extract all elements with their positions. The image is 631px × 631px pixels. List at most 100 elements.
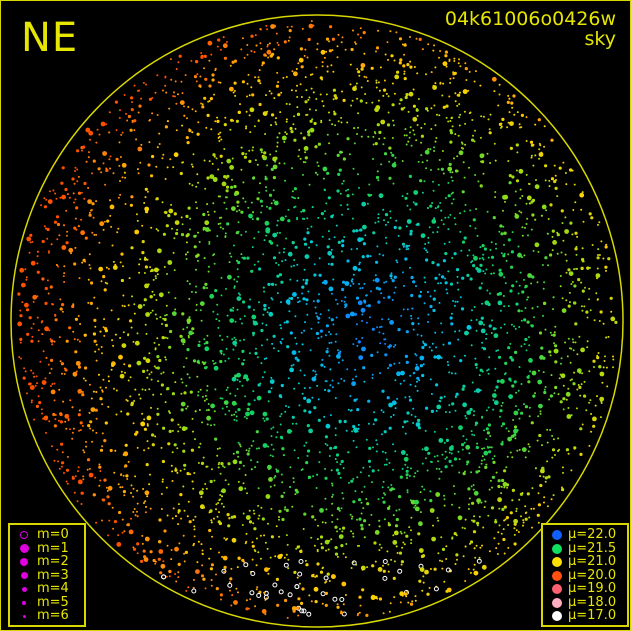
star-point — [240, 48, 243, 51]
star-point — [401, 546, 404, 549]
star-point — [148, 119, 151, 122]
star-point — [155, 165, 158, 168]
star-point — [523, 254, 526, 257]
star-point — [399, 58, 403, 62]
star-point — [47, 363, 50, 366]
star-point — [492, 216, 496, 220]
star-point — [88, 467, 91, 470]
star-point — [45, 198, 48, 201]
star-point — [36, 382, 38, 385]
star-point — [109, 167, 112, 170]
star-point — [401, 242, 406, 246]
star-point — [535, 179, 537, 181]
star-point — [462, 384, 466, 388]
star-point — [133, 400, 136, 402]
star-point — [156, 337, 159, 340]
star-point — [257, 517, 260, 520]
star-point — [368, 523, 371, 526]
star-point — [382, 254, 385, 257]
star-point — [261, 154, 265, 158]
star-point — [304, 156, 308, 160]
star-point — [387, 295, 391, 299]
star-point — [480, 501, 483, 504]
star-point — [251, 246, 254, 249]
star-point — [494, 367, 497, 370]
star-point — [580, 383, 583, 386]
star-point — [503, 276, 506, 279]
star-point — [464, 143, 467, 146]
star-point — [219, 334, 221, 337]
star-point — [206, 423, 209, 426]
star-point — [90, 397, 93, 400]
star-point — [515, 179, 520, 183]
star-point — [297, 614, 300, 617]
star-point — [286, 616, 289, 619]
star-point — [217, 133, 220, 136]
star-point — [132, 495, 135, 498]
star-point — [185, 258, 188, 260]
star-point — [465, 417, 468, 420]
star-point — [167, 442, 171, 446]
star-point — [247, 305, 251, 309]
star-point — [210, 521, 213, 524]
star-point — [337, 471, 341, 475]
star-point — [557, 393, 560, 396]
star-point — [442, 82, 445, 85]
star-point — [142, 488, 145, 490]
star-point — [228, 261, 231, 264]
star-point — [463, 527, 466, 530]
star-point — [125, 398, 128, 401]
star-point — [103, 439, 107, 443]
star-point — [604, 265, 608, 269]
star-point — [540, 214, 543, 217]
star-point — [53, 382, 56, 385]
star-point — [508, 377, 512, 381]
star-point — [356, 97, 359, 100]
star-point — [299, 608, 305, 614]
star-point — [226, 158, 232, 164]
star-point — [406, 219, 412, 224]
star-point — [442, 61, 448, 67]
star-point — [321, 521, 324, 524]
star-point — [195, 201, 197, 204]
star-point — [412, 129, 415, 132]
star-point — [497, 300, 503, 306]
star-point — [537, 492, 540, 495]
star-point — [90, 209, 93, 211]
star-point — [58, 467, 61, 470]
star-point — [567, 268, 571, 272]
star-point — [418, 294, 422, 298]
star-point — [350, 47, 354, 52]
star-point — [453, 355, 456, 358]
star-point — [60, 181, 64, 185]
star-point — [505, 427, 508, 430]
star-point — [507, 253, 510, 256]
star-point — [414, 499, 419, 505]
star-point — [259, 42, 262, 45]
star-point — [198, 340, 201, 343]
star-point — [160, 383, 164, 387]
star-point — [508, 111, 511, 114]
star-point — [363, 52, 366, 55]
star-point — [48, 372, 51, 375]
star-point — [225, 287, 227, 290]
star-point — [78, 340, 81, 343]
star-point — [479, 368, 483, 372]
star-point — [442, 105, 446, 109]
star-point — [303, 268, 306, 271]
star-point — [420, 154, 423, 157]
star-point — [309, 127, 315, 133]
star-point — [378, 519, 381, 522]
star-point — [252, 331, 256, 335]
star-point — [307, 37, 311, 42]
star-point — [447, 166, 453, 172]
star-point — [264, 613, 267, 616]
star-point — [165, 486, 168, 489]
star-point — [285, 405, 287, 407]
star-point — [421, 589, 424, 592]
star-point — [304, 321, 306, 324]
star-point — [374, 274, 377, 277]
star-point — [141, 412, 144, 415]
star-point — [254, 550, 257, 553]
star-point — [356, 476, 359, 479]
